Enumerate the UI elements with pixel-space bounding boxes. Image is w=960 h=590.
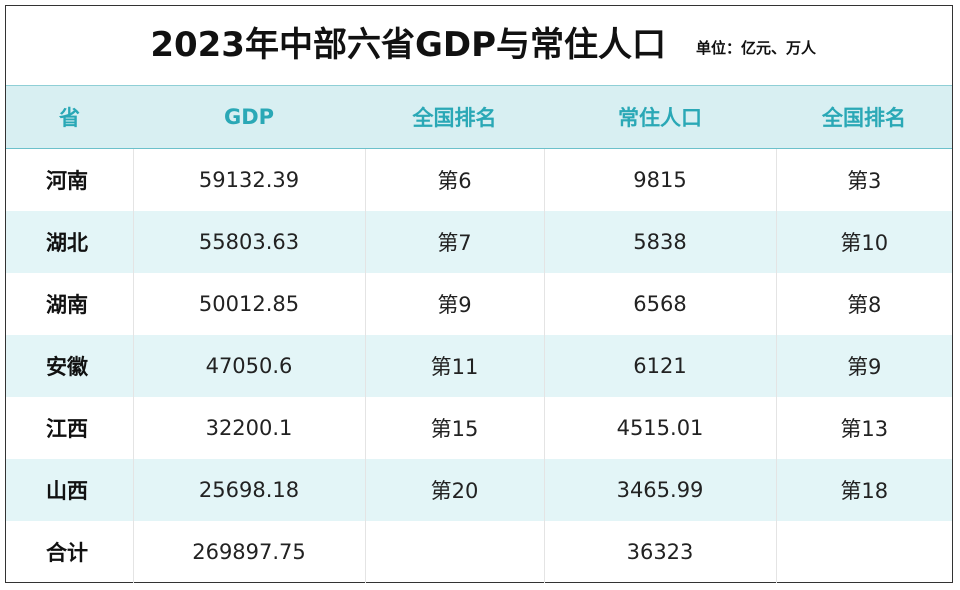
table-cell: 6121 [543,335,776,397]
table-cell: 第9 [775,335,952,397]
header-row: 省 GDP 全国排名 常住人口 全国排名 [6,86,952,149]
province-cell: 湖南 [46,293,88,317]
table-cell: 第8 [775,273,952,335]
title-row: 2023年中部六省GDP与常住人口 单位：亿元、万人 [6,6,952,86]
empty-cell [775,521,952,583]
table-cell: 5838 [543,211,776,273]
column-header: 全国排名 [776,86,952,149]
column-header: 全国排名 [365,86,544,149]
column-header: 常住人口 [544,86,776,149]
total-population: 36323 [543,521,776,583]
province-cell: 河南 [46,169,88,193]
table-cell: 第13 [775,397,952,459]
table-row: 江西 32200.1 第15 4515.01 第13 [6,397,952,459]
table-cell: 第9 [364,273,544,335]
table-cell: 25698.18 [132,459,365,521]
table-cell: 47050.6 [132,335,365,397]
table-cell: 59132.39 [132,148,365,211]
table-cell: 第15 [364,397,544,459]
total-row: 合计 269897.75 36323 [6,521,952,583]
table-cell: 第11 [364,335,544,397]
table-row: 湖南 50012.85 第9 6568 第8 [6,273,952,335]
title: 2023年中部六省GDP与常住人口 [150,25,666,65]
table-frame: 2023年中部六省GDP与常住人口 单位：亿元、万人 省 GDP 全国排名 常住人口全… [5,5,953,583]
table-cell: 第10 [775,211,952,273]
data-table: 省 GDP 全国排名 常住人口 全国排名 河南 59132.39 第6 9815 第3 湖北 558… [6,86,952,583]
table-cell: 第3 [775,148,952,211]
table-cell: 50012.85 [132,273,365,335]
table-cell: 9815 [543,148,776,211]
empty-cell [364,521,544,583]
table-cell: 第6 [364,148,544,211]
table-cell: 第7 [364,211,544,273]
table-cell: 32200.1 [132,397,365,459]
column-header: GDP [133,86,365,149]
total-label: 合计 [46,541,88,565]
table-cell: 55803.63 [132,211,365,273]
table-cell: 第20 [364,459,544,521]
table-cell: 4515.01 [543,397,776,459]
table-row: 安徽 47050.6 第11 6121 第9 [6,335,952,397]
total-gdp: 269897.75 [132,521,365,583]
column-header: 省 [6,86,133,149]
province-cell: 山西 [6,459,133,521]
table-row: 湖北 55803.63 第7 5838 第10 [6,211,952,273]
province-cell: 安徽 [6,335,133,397]
table-cell: 6568 [543,273,776,335]
table-row: 河南 59132.39 第6 9815 第3 [6,148,952,211]
unit-note: 单位：亿元、万人 [696,39,817,57]
province-cell: 江西 [46,417,88,441]
table-cell: 第18 [775,459,952,521]
table-cell: 3465.99 [543,459,776,521]
province-cell: 湖北 [6,211,133,273]
table-row: 山西 25698.18 第20 3465.99 第18 [6,459,952,521]
